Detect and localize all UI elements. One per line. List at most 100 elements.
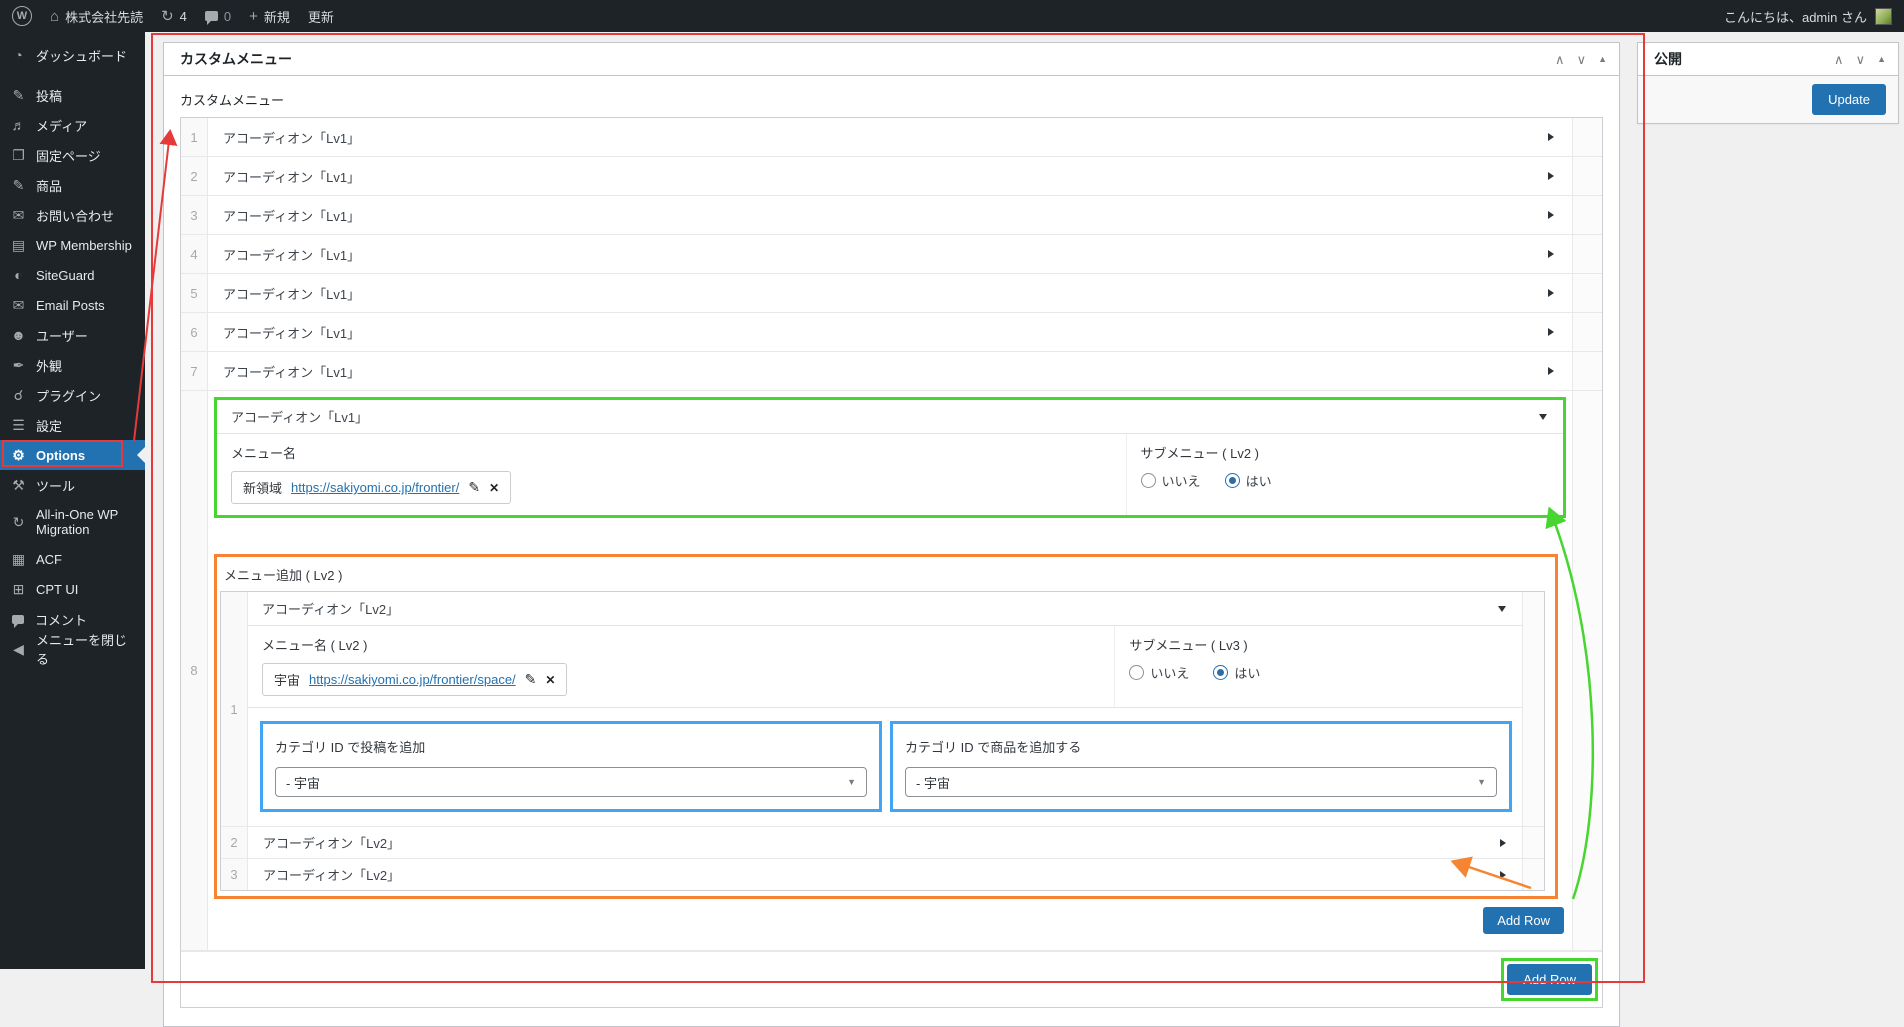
- new-label: 新規: [263, 9, 290, 25]
- edit-pencil-icon[interactable]: ✎: [524, 671, 537, 687]
- update-button[interactable]: Update: [1812, 84, 1886, 115]
- link-url[interactable]: https://sakiyomi.co.jp/frontier/space/: [309, 672, 516, 687]
- row-number: 5: [181, 274, 208, 312]
- radio-yes[interactable]: はい: [1224, 471, 1272, 490]
- current-item-arrow-icon: [129, 447, 145, 463]
- sidebar-item-siteguard[interactable]: ◐ SiteGuard: [0, 260, 145, 290]
- accordion-row-toggle[interactable]: アコーディオン「Lv1」: [208, 157, 1572, 195]
- add-row-inner-button[interactable]: Add Row: [1483, 907, 1564, 934]
- pages-icon: ❐: [12, 147, 25, 163]
- sidebar-item-collapse-menu[interactable]: ◀ メニューを閉じる: [0, 633, 145, 667]
- collapse-toggle-button[interactable]: ▲: [1598, 53, 1607, 64]
- radio-checked-icon[interactable]: [1213, 665, 1229, 680]
- move-down-button[interactable]: ∨: [1576, 51, 1587, 67]
- radio-unchecked-icon[interactable]: [1140, 473, 1156, 488]
- row-number: 1: [221, 592, 248, 826]
- avatar[interactable]: [1875, 7, 1892, 25]
- remove-link-icon[interactable]: ✕: [489, 480, 500, 495]
- sidebar-item-pages[interactable]: ❐ 固定ページ: [0, 140, 145, 170]
- sidebar-item-settings[interactable]: ☰ 設定: [0, 410, 145, 440]
- category-posts-select[interactable]: - 宇宙 ▼: [275, 767, 867, 797]
- plugin-icon: ☌: [13, 387, 24, 403]
- link-url[interactable]: https://sakiyomi.co.jp/frontier/: [291, 480, 460, 495]
- comments-menu[interactable]: 0: [204, 8, 232, 25]
- radio-yes[interactable]: はい: [1213, 663, 1260, 682]
- category-products-select[interactable]: - 宇宙 ▼: [905, 767, 1497, 797]
- accordion-row-toggle[interactable]: アコーディオン「Lv1」: [208, 352, 1572, 390]
- accordion-row-toggle[interactable]: アコーディオン「Lv1」: [208, 118, 1572, 156]
- row-number: 8: [181, 391, 208, 950]
- user-greeting[interactable]: こんにちは、admin さん: [1723, 9, 1867, 25]
- chevron-right-icon: [1548, 172, 1554, 180]
- row-actions-column: [1522, 592, 1544, 826]
- sidebar-item-comments[interactable]: コメント: [0, 604, 145, 634]
- edit-pencil-icon[interactable]: ✎: [468, 479, 481, 495]
- move-up-button[interactable]: ∧: [1555, 51, 1565, 67]
- sidebar-item-posts[interactable]: ✎ 投稿: [0, 80, 145, 110]
- radio-unchecked-icon[interactable]: [1129, 665, 1145, 680]
- category-posts-label: カテゴリ ID で投稿を追加: [275, 740, 426, 755]
- chevron-down-icon: [1539, 413, 1547, 420]
- sidebar-item-wp-membership[interactable]: ▤ WP Membership: [11, 237, 132, 253]
- radio-checked-icon[interactable]: [1224, 473, 1240, 488]
- accordion-row-toggle[interactable]: アコーディオン「Lv1」: [208, 274, 1572, 312]
- chevron-right-icon: [1500, 870, 1506, 879]
- panel-title: カスタムメニュー: [180, 51, 292, 67]
- menu-name-label: メニュー名: [231, 446, 297, 461]
- move-down-button[interactable]: ∨: [1855, 51, 1866, 67]
- pin-icon: ✎: [12, 87, 25, 103]
- sidebar-item-contact[interactable]: ✉ お問い合わせ: [0, 200, 145, 230]
- row-number: 4: [181, 235, 208, 273]
- collapse-toggle-button[interactable]: ▲: [1877, 53, 1886, 64]
- sidebar-item-email-posts[interactable]: ✉ Email Posts: [0, 290, 145, 320]
- accordion-lv2-toggle[interactable]: アコーディオン「Lv2」: [248, 592, 1522, 626]
- accordion-lv1-toggle[interactable]: アコーディオン「Lv1」: [217, 400, 1563, 434]
- site-name-menu[interactable]: ⌂ 株式会社先読: [50, 7, 143, 26]
- menu-add-repeater: 1 アコーディオン「Lv2」: [220, 591, 1545, 891]
- sidebar-item-options[interactable]: ⚙ Options: [0, 440, 145, 470]
- sidebar-item-plugins[interactable]: ☌ プラグイン: [0, 380, 145, 410]
- row-actions-column: [1572, 196, 1602, 234]
- radio-no[interactable]: いいえ: [1140, 471, 1201, 490]
- sidebar-item-acf[interactable]: ▦ ACF: [11, 551, 62, 567]
- accordion-row-toggle[interactable]: アコーディオン「Lv1」: [208, 196, 1572, 234]
- wordpress-logo-icon[interactable]: W: [12, 6, 32, 26]
- update-menu[interactable]: 更新: [308, 7, 334, 26]
- accordion-row-toggle[interactable]: アコーディオン「Lv1」: [208, 313, 1572, 351]
- table-row: 6 アコーディオン「Lv1」: [181, 313, 1602, 352]
- sidebar-item-media[interactable]: ♬ メディア: [11, 117, 88, 134]
- updates-menu[interactable]: ↻ 4: [161, 9, 187, 24]
- panel-header: カスタムメニュー ∧ ∨ ▲: [164, 43, 1619, 76]
- sidebar-item-dashboard[interactable]: ◔ ダッシュボード: [0, 40, 145, 70]
- remove-link-icon[interactable]: ✕: [545, 672, 556, 687]
- table-row: 1 アコーディオン「Lv1」: [181, 118, 1602, 157]
- home-icon: ⌂: [50, 7, 60, 25]
- accordion-row-toggle[interactable]: アコーディオン「Lv2」: [248, 827, 1522, 858]
- sidebar-item-cpt-ui[interactable]: ⊞ CPT UI: [0, 574, 145, 604]
- dropdown-arrow-icon: ▼: [1477, 777, 1486, 787]
- accordion-row-toggle[interactable]: アコーディオン「Lv1」: [208, 235, 1572, 273]
- sidebar-item-tools[interactable]: ⚒ ツール: [0, 470, 145, 500]
- move-up-button[interactable]: ∧: [1834, 51, 1844, 67]
- row-number: 2: [221, 827, 248, 858]
- row-number: 7: [181, 352, 208, 390]
- sidebar-item-users[interactable]: ☻ ユーザー: [11, 327, 88, 344]
- row-number: 2: [181, 157, 208, 195]
- chevron-down-icon: [1498, 605, 1506, 612]
- dashboard-icon: ◔: [14, 47, 23, 63]
- accordion-row-toggle[interactable]: アコーディオン「Lv2」: [248, 859, 1522, 890]
- chevron-right-icon: [1548, 328, 1554, 336]
- new-content-menu[interactable]: + 新規: [249, 7, 290, 26]
- row-actions-column: [1572, 118, 1602, 156]
- user-icon: ☻: [11, 327, 26, 343]
- chevron-right-icon: [1548, 250, 1554, 258]
- table-row: 3 アコーディオン「Lv2」: [221, 859, 1544, 890]
- sidebar-item-appearance[interactable]: ✒ 外観: [0, 350, 145, 380]
- comment-count: 0: [223, 8, 232, 24]
- radio-no[interactable]: いいえ: [1129, 663, 1189, 682]
- sidebar-item-ai1wm[interactable]: ↻ All-in-One WP Migration: [0, 500, 145, 544]
- repeater-field-label: カスタムメニュー: [180, 93, 285, 108]
- row-number: 6: [181, 313, 208, 351]
- sidebar-item-products[interactable]: ✎ 商品: [0, 170, 145, 200]
